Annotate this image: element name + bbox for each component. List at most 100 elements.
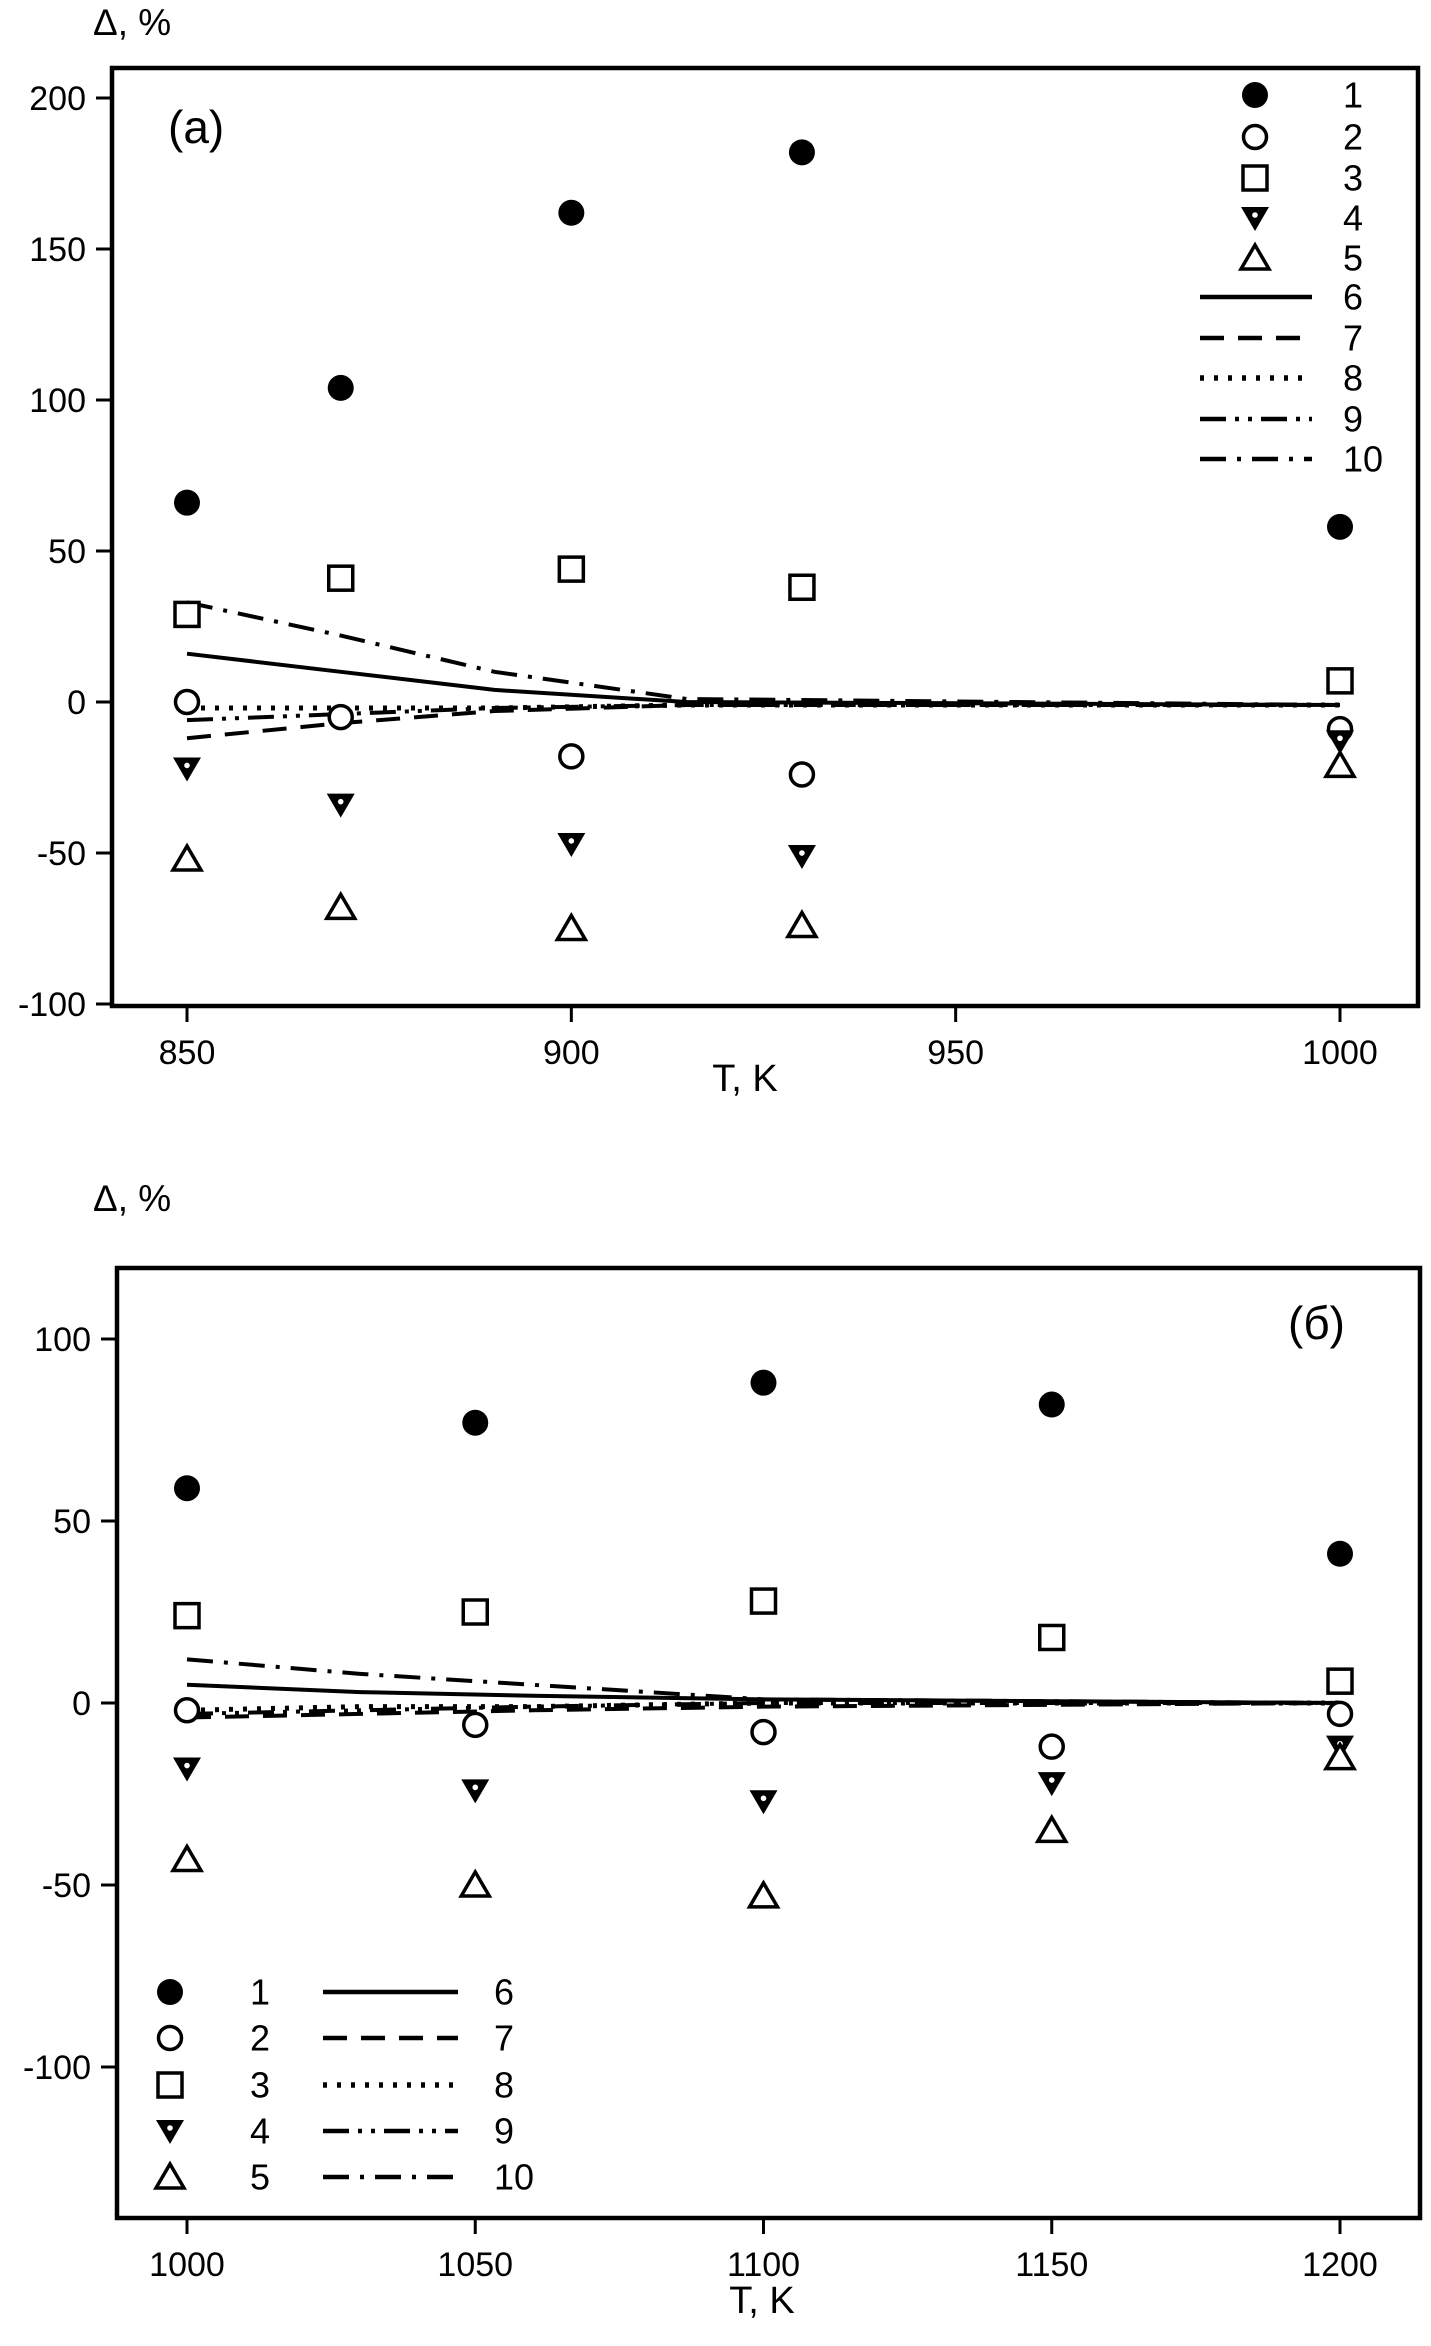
legend-filled-down-triangle xyxy=(1241,207,1269,231)
y-tick-label: -100 xyxy=(18,986,86,1024)
y-tick-label: -50 xyxy=(42,1867,91,1905)
legend-item-9: 9 xyxy=(1200,399,1363,440)
series-2-point xyxy=(750,1718,777,1746)
series-3-point xyxy=(461,1598,489,1626)
scatter-series-1 xyxy=(174,139,1354,540)
scatter-series-5 xyxy=(169,748,1358,942)
legend-open-circle xyxy=(1241,123,1269,151)
y-tick-label: 150 xyxy=(29,231,86,269)
legend-open-square xyxy=(1241,164,1269,192)
series-5-point xyxy=(323,890,358,921)
series-4-point xyxy=(557,832,586,857)
series-5-point xyxy=(169,1843,205,1873)
x-tick-label: 1100 xyxy=(727,2246,800,2284)
line-series-8 xyxy=(187,702,1341,711)
legend-open-up-triangle xyxy=(152,2160,188,2190)
x-tick-label: 1000 xyxy=(149,2246,225,2284)
series-3-point xyxy=(326,564,355,592)
legend-open-square xyxy=(156,2071,184,2099)
series-2-point xyxy=(1326,1700,1354,1728)
x-tick-label: 1200 xyxy=(1302,2246,1378,2284)
legend-label: 4 xyxy=(1343,198,1363,239)
legend-filled-circle xyxy=(1242,82,1268,108)
legend-item-4: 4 xyxy=(156,2111,270,2152)
legend-item-4: 4 xyxy=(1241,198,1363,239)
series-4-point xyxy=(1326,730,1355,755)
scatter-series-5 xyxy=(169,1741,1358,1909)
legend-label: 1 xyxy=(250,1972,270,2013)
series-5-point xyxy=(746,1879,781,1909)
series-4-point xyxy=(461,1779,490,1804)
legend-label: 3 xyxy=(250,2065,270,2106)
legend-filled-circle xyxy=(157,1979,183,2005)
legend-item-2: 2 xyxy=(156,2018,270,2059)
series-3-point xyxy=(749,1587,778,1615)
legend-item-8: 8 xyxy=(323,2065,514,2106)
legend-label: 9 xyxy=(494,2111,514,2152)
line-series-9 xyxy=(186,703,1341,723)
line-series-9 xyxy=(186,1701,1340,1716)
y-tick-label: 0 xyxy=(67,684,86,722)
series-4-point xyxy=(326,793,355,818)
series-5-point xyxy=(1322,1741,1358,1771)
series-3-point xyxy=(1326,1667,1354,1695)
legend-item-1: 1 xyxy=(1242,75,1363,116)
panel-b: 1000 1050 1100 1150 1200 100 50 0 -50 -100 1 2 3 4 5 6 7… xyxy=(23,1265,1423,2284)
legend-label: 2 xyxy=(250,2018,270,2059)
y-tick-label: 200 xyxy=(29,80,86,118)
series-2-point xyxy=(462,1711,489,1739)
legend-item-6: 6 xyxy=(323,1972,514,2013)
legend-item-6: 6 xyxy=(1200,277,1363,318)
series-5-point xyxy=(784,909,819,939)
panel-a-x-axis-title: T, K xyxy=(712,1058,778,1100)
series-4-point xyxy=(787,845,816,870)
legend-label: 10 xyxy=(494,2157,534,2198)
series-2-point xyxy=(558,743,585,770)
series-1-point xyxy=(327,374,354,401)
legend-item-9: 9 xyxy=(323,2111,514,2152)
series-5-point xyxy=(169,842,205,872)
series-2-point xyxy=(1038,1733,1065,1760)
legend-filled-down-triangle xyxy=(156,2120,184,2144)
line-series-7 xyxy=(186,703,1341,741)
series-3-point xyxy=(173,600,201,629)
series-5-point xyxy=(1034,1813,1069,1844)
scatter-series-3 xyxy=(173,555,1354,695)
series-3-point xyxy=(557,555,586,583)
legend-label: 6 xyxy=(1343,277,1363,318)
scatter-series-4 xyxy=(173,1735,1354,1815)
x-tick-label: 850 xyxy=(159,1034,216,1072)
legend-label: 1 xyxy=(1343,75,1363,116)
series-1-point xyxy=(462,1409,489,1436)
legend-item-5: 5 xyxy=(1237,238,1363,279)
line-series-6 xyxy=(186,1682,1341,1705)
legend-item-10: 10 xyxy=(1200,439,1383,480)
y-tick-label: 100 xyxy=(29,382,86,420)
series-1-point xyxy=(1327,513,1354,540)
panel-a: 850 900 950 1000 200 150 100 50 0 -50 -100 12345678… xyxy=(18,65,1421,1072)
y-tick-label: -100 xyxy=(23,2049,91,2087)
series-2-point xyxy=(173,1697,201,1724)
panel-b-label: (б) xyxy=(1288,1297,1345,1349)
series-4-point xyxy=(173,757,201,782)
series-2-point xyxy=(788,761,816,788)
series-2-point xyxy=(327,703,354,731)
legend-item-8: 8 xyxy=(1200,358,1363,399)
series-1-point xyxy=(1327,1540,1353,1567)
scatter-series-1 xyxy=(174,1369,1353,1567)
panel-a-label: (a) xyxy=(168,101,225,153)
x-tick-label: 1000 xyxy=(1302,1034,1378,1072)
legend-item-5: 5 xyxy=(152,2157,270,2198)
scatter-series-2 xyxy=(173,1697,1354,1760)
legend-label: 4 xyxy=(250,2111,270,2152)
x-tick-label: 1050 xyxy=(437,2246,513,2284)
series-1-point xyxy=(1038,1391,1065,1418)
legend-label: 5 xyxy=(1343,238,1363,279)
scatter-series-4 xyxy=(173,730,1355,870)
legend-item-3: 3 xyxy=(1241,158,1363,199)
series-3-point xyxy=(1326,667,1354,695)
series-3-point xyxy=(788,573,816,601)
scatter-series-3 xyxy=(173,1587,1354,1695)
